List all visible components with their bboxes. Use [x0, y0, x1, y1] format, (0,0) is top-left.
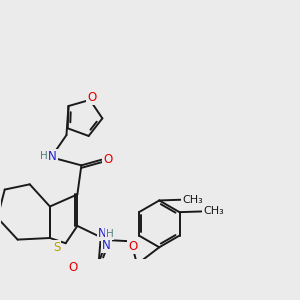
Text: N: N	[48, 150, 57, 163]
Text: H: H	[40, 152, 48, 161]
Text: O: O	[87, 91, 97, 104]
Text: S: S	[53, 241, 61, 254]
Text: N: N	[102, 239, 111, 252]
Text: O: O	[69, 261, 78, 274]
Text: O: O	[128, 241, 137, 254]
Text: O: O	[103, 153, 112, 166]
Text: N: N	[98, 227, 107, 241]
Text: CH₃: CH₃	[203, 206, 224, 216]
Text: H: H	[106, 229, 113, 239]
Text: CH₃: CH₃	[182, 195, 203, 205]
